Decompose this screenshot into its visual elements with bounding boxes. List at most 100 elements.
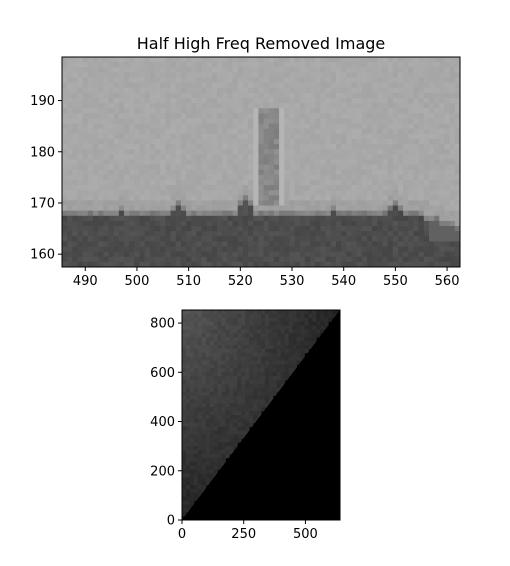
chart-1-pixel [423,138,430,145]
chart-1-pixel [144,62,151,68]
chart-2-pixel [197,403,203,408]
chart-2-pixel [182,430,187,435]
chart-1-pixel [165,87,172,94]
chart-1-pixel [93,185,99,191]
chart-1-pixel [211,195,218,202]
chart-1-pixel [72,205,79,212]
chart-1-pixel [62,57,68,63]
chart-1-pixel [273,133,280,140]
chart-2-pixel [197,376,203,381]
chart-1-pixel [284,133,291,140]
chart-1-pixel [77,169,84,176]
chart-2-pixel [320,317,325,323]
chart-2-pixel [253,368,258,373]
chart-1-pixel [454,82,460,89]
chart-1-pixel [397,174,404,181]
chart-1-pixel [346,185,353,191]
chart-1-pixel [196,138,203,145]
chart-1-pixel [129,133,135,140]
chart-1-pixel [330,251,337,258]
chart-1-pixel [217,113,223,120]
chart-1-pixel [98,118,104,125]
chart-1-pixel [77,82,84,89]
chart-1-pixel [320,205,327,212]
chart-1-pixel [439,246,446,253]
chart-1-pixel [273,57,280,63]
chart-1-pixel [222,169,228,176]
chart-1-pixel [227,92,234,99]
chart-2-pixel [189,380,195,385]
chart-2-pixel [189,407,195,412]
chart-1-pixel [361,251,368,258]
chart-1-pixel [103,185,110,191]
chart-2-pixel [197,352,203,358]
chart-1-pixel [170,159,177,166]
chart-1-pixel [382,77,389,84]
chart-1-pixel [372,195,378,202]
chart-1-pixel [304,169,311,176]
chart-1-pixel [144,113,151,120]
chart-2-pixel [261,372,266,377]
chart-1-pixel [129,215,135,222]
chart-2-pixel [304,325,309,330]
chart-1-pixel [149,210,156,217]
chart-1-pixel [439,220,446,227]
chart-1-pixel [335,246,342,253]
chart-2-pixel [221,434,226,439]
chart-2-pixel [197,473,203,478]
chart-2-pixel [221,403,226,408]
chart-1-pixel [206,251,213,258]
chart-2-pixel [221,325,226,330]
chart-2-pixel [189,387,195,393]
chart-2-pixel [221,418,226,424]
chart-1-pixel [211,236,218,242]
chart-1-pixel [165,200,172,207]
chart-1-pixel [258,144,265,150]
chart-2-pixel [237,341,242,346]
chart-1-pixel [201,72,208,79]
chart-1-pixel [408,215,415,222]
chart-1-pixel [330,118,337,125]
chart-2-pixel [253,407,258,412]
chart-1-pixel [82,159,89,166]
chart-1-pixel [139,169,146,176]
chart-2-pixel [197,450,203,455]
chart-1-x-tick-label: 490 [73,274,98,289]
chart-1-pixel [82,123,89,130]
chart-1-pixel [377,149,384,155]
chart-1-pixel [366,164,373,171]
chart-1-pixel [82,128,89,135]
chart-1-pixel [248,149,254,155]
chart-2-pixel [209,422,215,428]
chart-1-pixel [155,185,161,191]
chart-2-pixel [284,345,290,350]
chart-1-pixel [454,195,460,202]
chart-1-pixel [268,231,275,237]
chart-1-pixel [372,241,378,248]
chart-1-pixel [180,82,187,89]
chart-1-pixel [372,113,378,120]
chart-1-pixel [372,220,378,227]
chart-1-pixel [144,169,151,176]
chart-1-pixel [372,118,378,125]
chart-1-pixel [387,92,394,99]
chart-1-pixel [124,97,130,104]
chart-1-pixel [356,215,363,222]
chart-1-pixel [201,261,208,267]
chart-1-pixel [439,241,446,248]
chart-1-pixel [330,241,337,248]
chart-1-pixel [67,251,73,258]
chart-1-pixel [62,174,68,181]
chart-2-pixel [257,341,262,346]
chart-1-pixel [320,118,327,125]
chart-1-pixel [155,57,161,63]
chart-1-pixel [201,231,208,237]
chart-1-pixel [449,179,456,186]
chart-1-pixel [149,236,156,242]
chart-2-pixel [237,337,242,342]
chart-2-pixel [229,368,234,373]
chart-1-pixel [299,190,306,196]
chart-1-pixel [361,87,368,94]
chart-1-pixel [180,226,187,232]
